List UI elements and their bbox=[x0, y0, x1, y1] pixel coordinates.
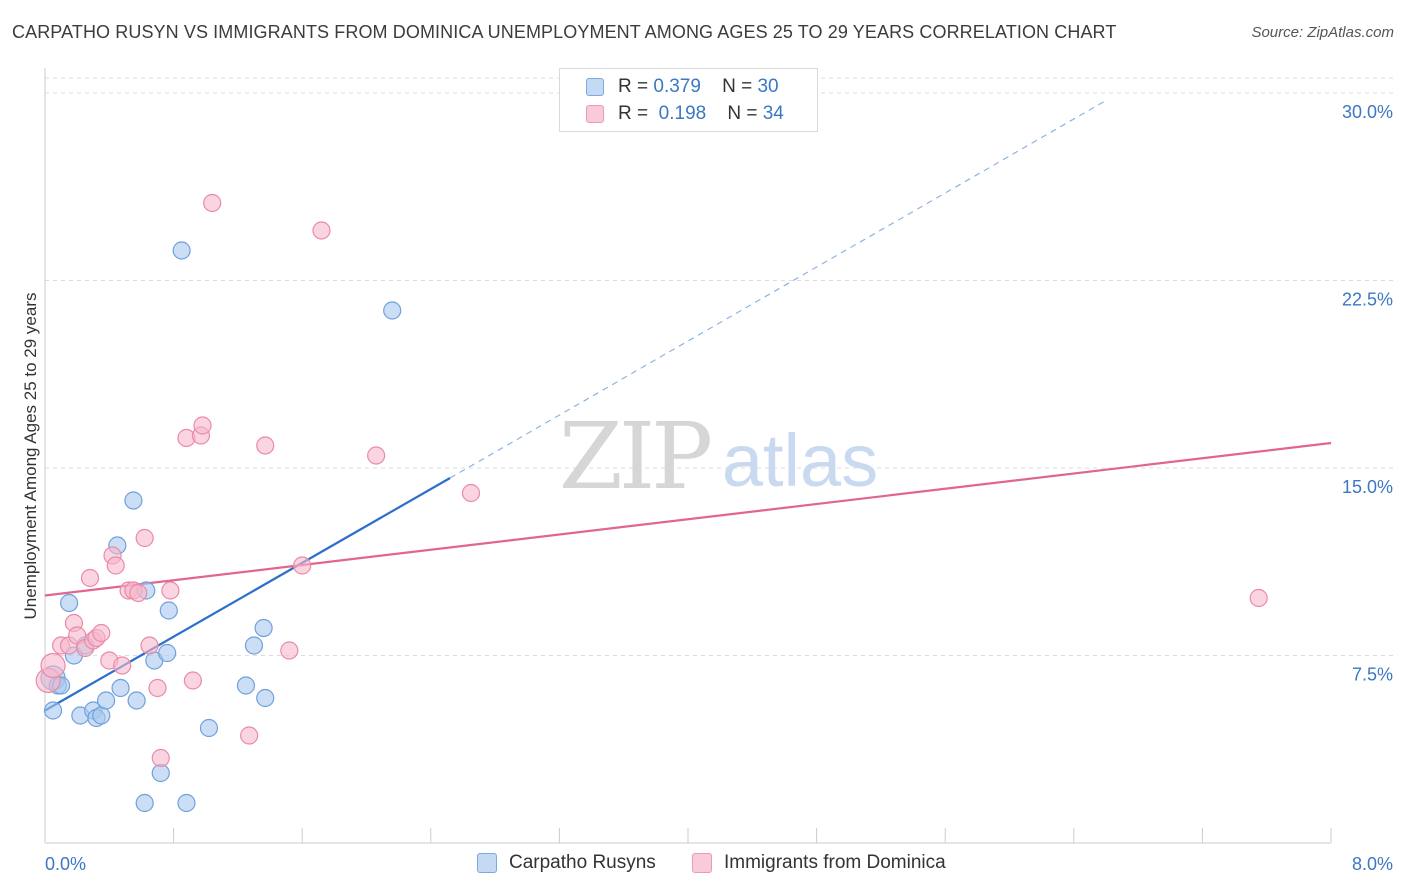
series-legend-label: Immigrants from Dominica bbox=[724, 852, 946, 873]
watermark-zip: ZIP bbox=[559, 403, 710, 510]
legend-r-label: R = bbox=[618, 103, 649, 124]
pink-point bbox=[312, 221, 331, 240]
series-legend-label: Carpatho Rusyns bbox=[509, 852, 656, 873]
blue-point bbox=[244, 636, 264, 655]
pink-point bbox=[106, 556, 125, 575]
legend-n-label: N = bbox=[727, 103, 758, 124]
pink-point bbox=[135, 528, 154, 548]
pink-trend-line bbox=[44, 441, 1332, 597]
axes bbox=[44, 68, 1332, 844]
pink-point bbox=[148, 678, 167, 698]
pink-point bbox=[280, 641, 299, 660]
legend-swatch-pink bbox=[586, 105, 604, 123]
pink-point bbox=[80, 568, 100, 588]
series-legend: Carpatho Rusyns Immigrants from Dominica bbox=[0, 850, 1406, 878]
blue-point bbox=[172, 241, 191, 260]
pink-point bbox=[461, 483, 481, 503]
blue-point bbox=[96, 691, 116, 710]
legend-swatch-blue bbox=[586, 78, 604, 96]
source-label: Source: ZipAtlas.com bbox=[1251, 24, 1394, 41]
blue-point bbox=[135, 793, 154, 813]
x-tick-label: 0.0% bbox=[45, 854, 86, 874]
pink-point bbox=[140, 636, 159, 655]
pink-point bbox=[129, 583, 148, 603]
correlation-legend: R = 0.379 N = 30 R = 0.198 N = 34 bbox=[559, 68, 818, 132]
chart-title: CARPATHO RUSYN VS IMMIGRANTS FROM DOMINI… bbox=[12, 22, 1117, 42]
blue-point bbox=[159, 601, 178, 620]
blue-point bbox=[199, 718, 219, 738]
y-tick-label: 22.5% bbox=[1342, 290, 1393, 310]
pink-point bbox=[193, 416, 212, 435]
y-tick-label: 30.0% bbox=[1342, 102, 1393, 122]
blue-point bbox=[383, 301, 402, 320]
blue-point bbox=[256, 688, 275, 708]
legend-row-carpatho: R = 0.379 N = 30 bbox=[586, 75, 779, 99]
blue-trend-line bbox=[44, 477, 451, 712]
series-legend-carpatho[interactable]: Carpatho Rusyns bbox=[477, 852, 656, 874]
legend-r-value: 0.379 bbox=[653, 76, 701, 97]
watermark-atlas: atlas bbox=[722, 419, 878, 502]
x-tick-label: 8.0% bbox=[1352, 854, 1393, 874]
pink-point bbox=[161, 581, 180, 600]
pink-point bbox=[40, 652, 66, 679]
series-swatch-blue bbox=[477, 853, 497, 873]
y-axis-label: Unemployment Among Ages 25 to 29 years bbox=[21, 293, 40, 620]
blue-point bbox=[60, 593, 79, 613]
legend-n-value: 30 bbox=[757, 76, 779, 97]
pink-point bbox=[92, 623, 111, 643]
legend-n-value: 34 bbox=[762, 103, 784, 124]
legend-n-label: N = bbox=[722, 76, 753, 97]
pink-point bbox=[367, 446, 386, 465]
y-tick-label: 7.5% bbox=[1352, 665, 1393, 685]
blue-point bbox=[43, 701, 63, 720]
watermark: ZIP atlas bbox=[559, 403, 878, 510]
pink-point bbox=[240, 726, 259, 745]
pink-point bbox=[151, 748, 170, 768]
blue-point bbox=[127, 691, 146, 710]
series-legend-dominica[interactable]: Immigrants from Dominica bbox=[692, 852, 946, 874]
pink-point bbox=[293, 556, 312, 575]
legend-row-dominica: R = 0.198 N = 34 bbox=[586, 102, 784, 126]
y-tick-label: 15.0% bbox=[1342, 477, 1393, 497]
blue-point bbox=[236, 676, 256, 695]
blue-point bbox=[92, 706, 111, 725]
pink-point bbox=[256, 436, 275, 455]
blue-point bbox=[111, 678, 130, 698]
blue-point bbox=[177, 793, 196, 813]
blue-trend-extension bbox=[449, 99, 1107, 479]
data-points bbox=[35, 193, 1268, 813]
pink-point bbox=[183, 671, 202, 690]
series-swatch-pink bbox=[692, 853, 712, 873]
trend-lines bbox=[44, 99, 1332, 712]
blue-point bbox=[158, 643, 177, 663]
legend-r-value: 0.198 bbox=[658, 103, 707, 124]
blue-point bbox=[124, 491, 143, 510]
legend-r-label: R = bbox=[618, 76, 649, 97]
tick-labels: 7.5% 15.0% 22.5% 30.0% 0.0% 8.0% bbox=[45, 102, 1393, 874]
pink-point bbox=[203, 193, 222, 213]
grid-lines bbox=[45, 77, 1394, 656]
pink-point bbox=[113, 656, 132, 675]
blue-point bbox=[254, 618, 273, 638]
pink-point bbox=[1249, 588, 1268, 608]
